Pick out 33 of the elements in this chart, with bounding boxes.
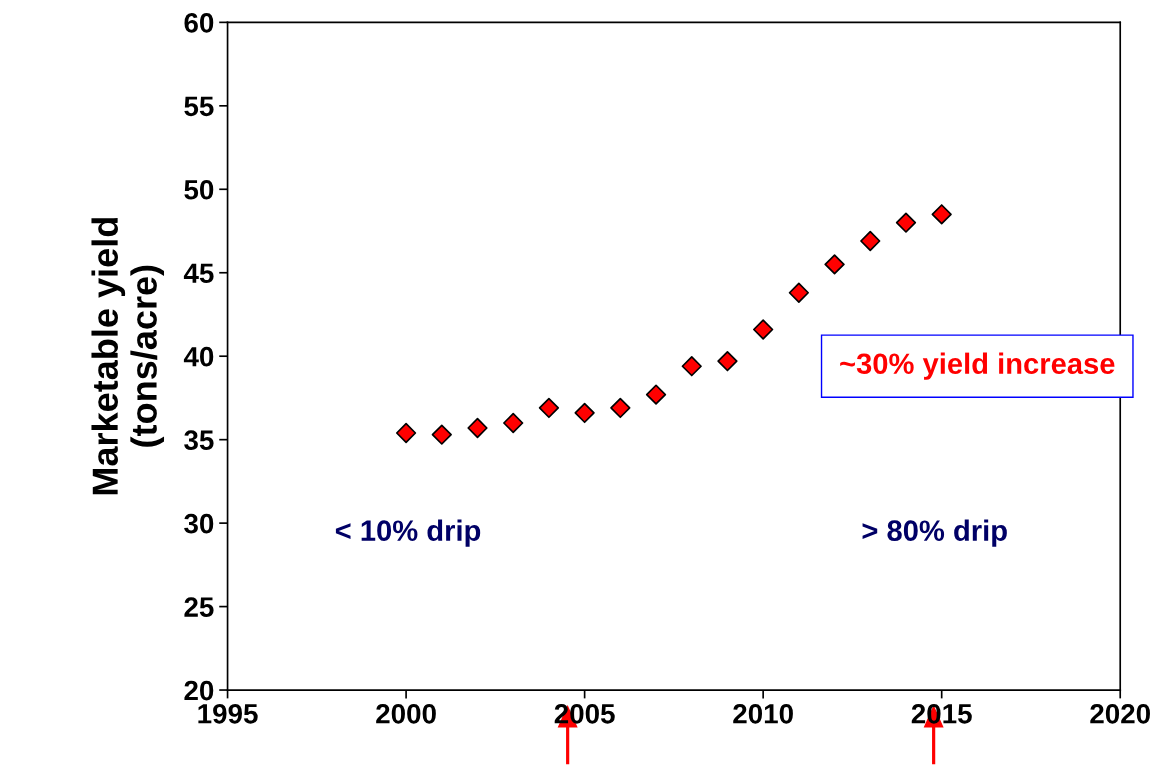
y-tick-label: 30 [184, 513, 214, 534]
y-tick-label: 35 [184, 430, 214, 451]
point [395, 422, 417, 444]
y-tick-label: 60 [184, 13, 214, 33]
point [860, 230, 881, 252]
point [753, 319, 774, 340]
y-tick-label: 40 [183, 346, 214, 367]
y-tick-label: 55 [184, 96, 214, 117]
y-tick-label: 25 [184, 597, 214, 617]
x-tick-label: 1995 [198, 703, 258, 724]
x-tick-label: 2010 [733, 703, 793, 724]
point [788, 282, 810, 303]
point [503, 412, 524, 434]
point [824, 254, 845, 275]
annotation: < 10% drip [335, 519, 481, 547]
x-tick-label: 2020 [1090, 703, 1150, 724]
x-tick-label: 2000 [376, 703, 436, 724]
y-tick-label: 50 [184, 179, 214, 200]
annotation: ~30% yield increase [840, 352, 1115, 380]
point [931, 204, 952, 225]
point [574, 402, 595, 424]
y-axis-title: Marketable yield (tons/acre) [91, 218, 165, 495]
y-tick-label: 20 [184, 680, 214, 701]
point [645, 384, 667, 405]
point [467, 417, 488, 439]
point [717, 351, 738, 372]
y-tick-label: 45 [183, 263, 214, 284]
point [431, 424, 452, 445]
annotation: > 80% drip [862, 519, 1007, 547]
point [681, 356, 702, 377]
point [538, 397, 560, 419]
point [610, 397, 631, 419]
point [895, 212, 917, 233]
